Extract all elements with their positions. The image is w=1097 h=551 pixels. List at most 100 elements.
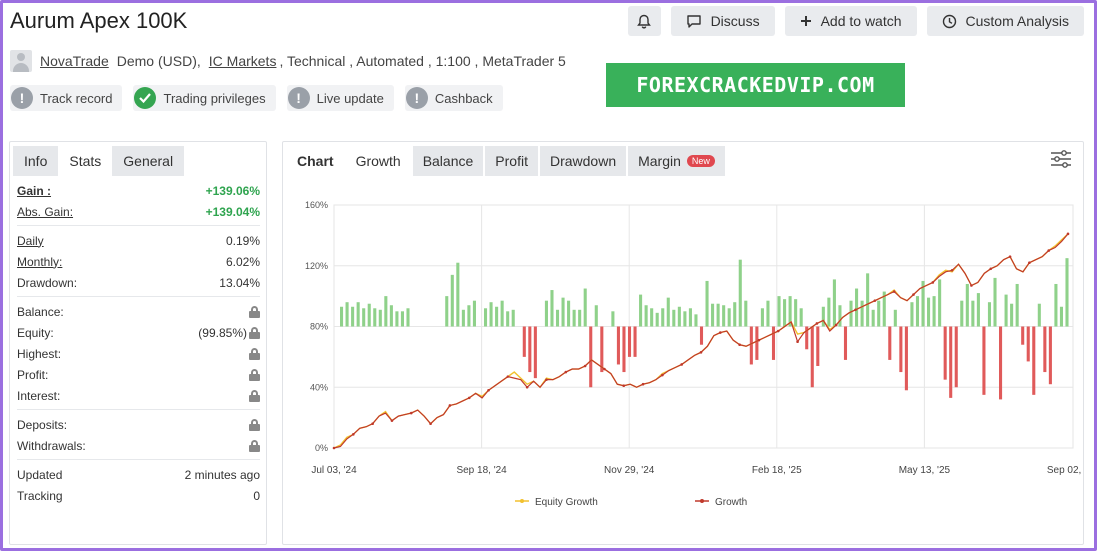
- daily-gain-bar: [351, 306, 355, 327]
- badge-live-update[interactable]: ! Live update: [286, 85, 394, 111]
- daily-loss-bar: [1048, 326, 1052, 385]
- growth-point: [950, 269, 954, 272]
- discuss-button[interactable]: Discuss: [670, 6, 775, 36]
- stat-daily: Daily 0.19%: [17, 230, 260, 251]
- tab-stats[interactable]: Stats: [58, 146, 113, 176]
- account-type-text: Demo (USD),: [116, 53, 201, 69]
- daily-gain-bar: [965, 283, 969, 327]
- daily-gain-bar: [783, 299, 787, 327]
- daily-gain-bar: [506, 311, 510, 327]
- growth-point: [680, 363, 683, 366]
- growth-point: [506, 375, 510, 378]
- gain-label[interactable]: Gain :: [17, 183, 52, 198]
- daily-gain-bar: [666, 297, 670, 327]
- withdrawals-label: Withdrawals:: [17, 438, 86, 453]
- daily-loss-bar: [627, 326, 632, 357]
- daily-label[interactable]: Daily: [17, 233, 44, 248]
- chart-settings-button[interactable]: [1050, 149, 1072, 172]
- growth-point: [815, 322, 819, 325]
- tracking-label: Tracking: [17, 488, 63, 503]
- equity-value: (99.85%): [198, 325, 247, 340]
- tab-chart[interactable]: Chart: [287, 146, 344, 176]
- growth-point: [796, 340, 799, 343]
- clock-icon: [942, 14, 956, 28]
- daily-gain-bar: [373, 308, 377, 327]
- stat-gain: Gain : +139.06%: [17, 180, 260, 201]
- growth-point: [409, 411, 413, 415]
- plus-icon: [800, 16, 811, 26]
- tab-growth[interactable]: Growth: [345, 146, 411, 176]
- stat-highest: Highest:: [17, 343, 260, 364]
- daily-loss-bar: [1021, 326, 1025, 345]
- stat-balance: Balance:: [17, 301, 260, 322]
- growth-point: [332, 446, 336, 450]
- daily-loss-bar: [888, 326, 892, 360]
- broker-link[interactable]: IC Markets: [208, 53, 277, 69]
- y-tick-label: 120%: [305, 261, 328, 271]
- daily-loss-bar: [982, 326, 986, 395]
- badge-track-record[interactable]: ! Track record: [10, 85, 123, 111]
- daily-gain-bar: [960, 300, 964, 327]
- growth-point: [583, 364, 587, 368]
- daily-gain-bar: [1059, 306, 1064, 327]
- daily-loss-bar: [999, 326, 1003, 400]
- daily-gain-bar: [500, 300, 504, 327]
- author-link[interactable]: NovaTrade: [40, 53, 109, 69]
- daily-gain-bar: [655, 312, 659, 327]
- daily-loss-bar: [749, 326, 753, 365]
- growth-point: [719, 331, 722, 334]
- daily-gain-bar: [483, 308, 488, 327]
- monthly-label[interactable]: Monthly:: [17, 254, 63, 269]
- notify-bell-button[interactable]: [627, 6, 661, 36]
- daily-loss-bar: [805, 326, 809, 350]
- custom-analysis-button[interactable]: Custom Analysis: [926, 6, 1084, 36]
- tab-balance[interactable]: Balance: [412, 146, 484, 176]
- comment-icon: [686, 14, 701, 28]
- x-tick-label: Feb 18, '25: [752, 465, 802, 476]
- daily-gain-bar: [544, 300, 548, 327]
- badge-trading-privileges[interactable]: Trading privileges: [133, 85, 276, 111]
- lock-icon: [249, 368, 260, 381]
- daily-gain-bar: [445, 296, 449, 327]
- chart-panel: Chart Growth Balance Profit Drawdown Mar…: [282, 141, 1097, 545]
- growth-point: [1008, 255, 1012, 258]
- custom-analysis-label: Custom Analysis: [965, 13, 1069, 29]
- y-tick-label: 0%: [315, 443, 328, 453]
- daily-loss-bar: [616, 326, 620, 365]
- growth-point: [1066, 232, 1070, 236]
- tab-info[interactable]: Info: [13, 146, 59, 176]
- updated-label: Updated: [17, 467, 63, 482]
- daily-gain-bar: [727, 308, 731, 327]
- tab-drawdown[interactable]: Drawdown: [539, 146, 627, 176]
- exclamation-icon: !: [11, 87, 33, 109]
- daily-loss-bar: [755, 326, 759, 360]
- daily-gain-bar: [550, 290, 554, 327]
- add-to-watch-button[interactable]: Add to watch: [784, 6, 917, 36]
- daily-gain-bar: [893, 309, 897, 327]
- daily-loss-bar: [633, 326, 637, 357]
- daily-gain-bar: [766, 300, 770, 327]
- tab-margin[interactable]: Margin New: [628, 146, 725, 176]
- tab-profit[interactable]: Profit: [485, 146, 538, 176]
- abs-gain-label[interactable]: Abs. Gain:: [17, 204, 74, 219]
- daily-gain-bar: [838, 305, 842, 327]
- stat-tracking: Tracking 0: [17, 485, 260, 506]
- daily-gain-bar: [572, 309, 576, 327]
- daily-loss-bar: [771, 326, 776, 360]
- daily-gain-bar: [611, 311, 615, 327]
- abs-gain-value: +139.04%: [205, 204, 260, 219]
- new-badge: New: [686, 155, 715, 167]
- daily-gain-bar: [932, 296, 936, 327]
- badge-label: Cashback: [434, 90, 493, 106]
- daily-gain-bar: [661, 308, 665, 327]
- legend-marker: [520, 499, 524, 503]
- badge-label: Trading privileges: [163, 90, 266, 106]
- equity-label: Equity:: [17, 325, 54, 340]
- growth-point: [1047, 249, 1050, 252]
- sliders-icon: [1051, 150, 1071, 168]
- daily-gain-bar: [1004, 294, 1008, 327]
- tab-general[interactable]: General: [112, 146, 185, 176]
- daily-value: 0.19%: [225, 233, 260, 248]
- x-tick-label: Nov 29, '24: [604, 465, 655, 476]
- badge-cashback[interactable]: ! Cashback: [404, 85, 503, 111]
